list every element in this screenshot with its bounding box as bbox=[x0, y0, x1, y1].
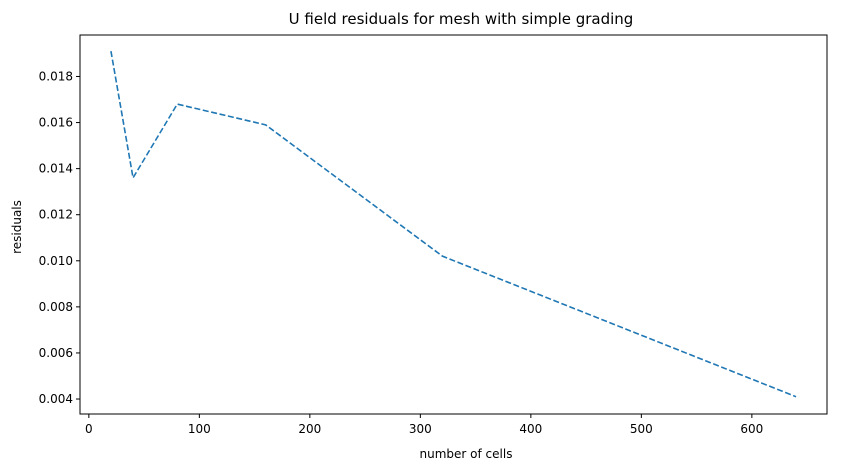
y-tick-label: 0.016 bbox=[39, 116, 73, 130]
x-axis-title: number of cells bbox=[420, 447, 513, 461]
y-axis-ticks: 0.004 0.006 0.008 0.010 0.012 0.014 0.016 0.018 bbox=[39, 69, 80, 406]
x-tick-label: 200 bbox=[298, 422, 321, 436]
y-tick-label: 0.018 bbox=[39, 69, 73, 83]
x-tick-label: 0 bbox=[85, 422, 93, 436]
chart-title: U field residuals for mesh with simple g… bbox=[289, 10, 634, 28]
y-tick-label: 0.006 bbox=[39, 346, 73, 360]
y-tick-label: 0.012 bbox=[39, 208, 73, 222]
y-axis-title: residuals bbox=[10, 200, 24, 254]
plot-frame bbox=[79, 34, 828, 415]
y-tick-label: 0.008 bbox=[39, 300, 73, 314]
x-tick-label: 300 bbox=[409, 422, 432, 436]
x-tick-label: 500 bbox=[630, 422, 653, 436]
x-tick-label: 400 bbox=[519, 422, 542, 436]
series-line bbox=[110, 50, 797, 398]
x-tick-label: 600 bbox=[740, 422, 763, 436]
x-tick-label: 100 bbox=[188, 422, 211, 436]
y-tick-label: 0.004 bbox=[39, 392, 73, 406]
x-axis-ticks: 0 100 200 300 400 500 600 bbox=[85, 414, 763, 436]
y-tick-label: 0.014 bbox=[39, 162, 73, 176]
y-tick-label: 0.010 bbox=[39, 254, 73, 268]
